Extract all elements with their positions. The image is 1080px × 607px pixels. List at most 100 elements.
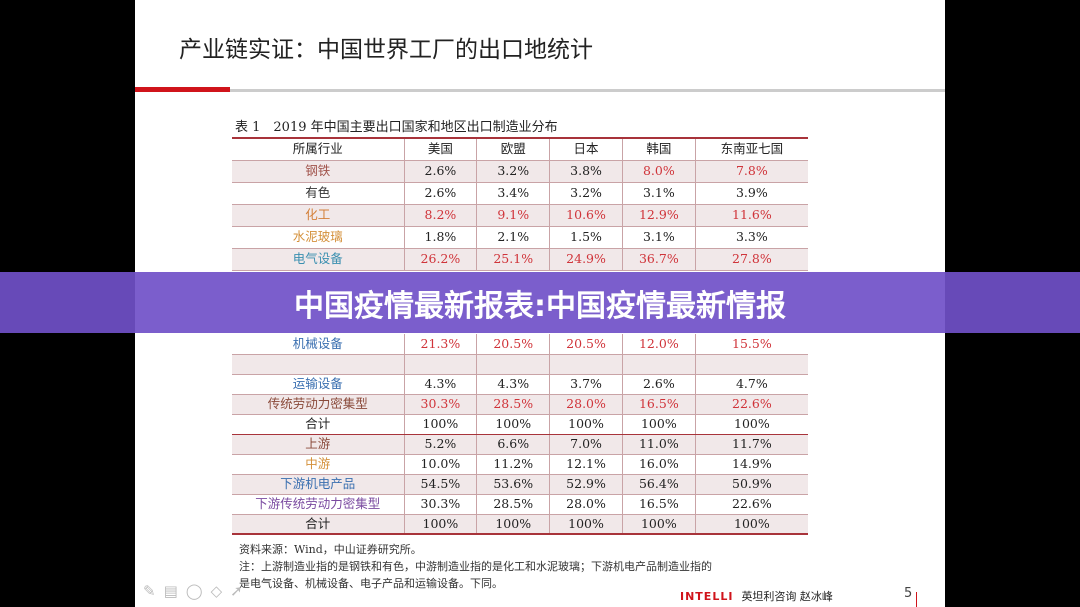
table-cell: 3.8% xyxy=(549,160,623,183)
row-label: 下游传统劳动力密集型 xyxy=(232,494,404,515)
table-cell: 11.7% xyxy=(694,434,808,455)
table-cell: 5.2% xyxy=(403,434,477,455)
row-label xyxy=(232,354,404,375)
table-cell: 3.2% xyxy=(549,182,623,205)
table-cell: 6.6% xyxy=(476,434,550,455)
table-cell: 11.6% xyxy=(694,204,808,227)
notes: 资料来源：Wind，中山证券研究所。 注：上游制造业指的是钢铁和有色，中游制造业… xyxy=(239,541,712,592)
table-cell: 11.0% xyxy=(621,434,696,455)
table-cell: 7.8% xyxy=(694,160,808,183)
table-cell: 12.9% xyxy=(621,204,696,227)
table-cell: 24.9% xyxy=(549,248,623,271)
column-header: 美国 xyxy=(403,138,477,161)
row-label: 化工 xyxy=(232,204,404,227)
table-cell: 26.2% xyxy=(403,248,477,271)
source-note: 资料来源：Wind，中山证券研究所。 xyxy=(239,543,422,556)
row-label: 机械设备 xyxy=(232,334,404,355)
table-cell xyxy=(403,354,477,375)
row-label: 合计 xyxy=(232,414,404,435)
note-line-2: 是电气设备、机械设备、电子产品和运输设备。下同。 xyxy=(239,577,503,590)
table-cell: 53.6% xyxy=(476,474,550,495)
table-cell: 4.7% xyxy=(694,374,808,395)
table-cell: 100% xyxy=(694,514,808,535)
table-cell: 100% xyxy=(476,414,550,435)
title-accent-bar xyxy=(135,87,230,92)
column-header: 欧盟 xyxy=(476,138,550,161)
table-row: 水泥玻璃 1.8% 2.1% 1.5% 3.1% 3.3% xyxy=(232,226,808,249)
table-row: 化工 8.2% 9.1% 10.6% 12.9% 11.6% xyxy=(232,204,808,227)
table-cell: 22.6% xyxy=(694,494,808,515)
eraser-icon[interactable]: ◇ xyxy=(210,582,223,600)
table-cell: 30.3% xyxy=(403,494,477,515)
table-cell: 22.6% xyxy=(694,394,808,415)
table-cell: 28.5% xyxy=(476,394,550,415)
table-row: 下游机电产品 54.5% 53.6% 52.9% 56.4% 50.9% xyxy=(232,474,808,495)
brand-logo: INTELLI xyxy=(680,590,734,603)
table-cell xyxy=(694,354,808,375)
row-label: 合计 xyxy=(232,514,404,535)
column-header: 韩国 xyxy=(621,138,696,161)
note-line-1: 注：上游制造业指的是钢铁和有色，中游制造业指的是化工和水泥玻璃；下游机电产品制造… xyxy=(239,560,712,573)
pointer-icon[interactable]: ➚ xyxy=(230,582,243,600)
table-row xyxy=(232,354,808,375)
brand: INTELLI 英坦利咨询 赵冰峰 xyxy=(680,588,833,604)
table-cell: 100% xyxy=(549,514,623,535)
column-header: 日本 xyxy=(549,138,623,161)
table-row: 机械设备 21.3% 20.5% 20.5% 12.0% 15.5% xyxy=(232,334,808,355)
title-divider xyxy=(230,89,945,92)
table-row: 下游传统劳动力密集型 30.3% 28.5% 28.0% 16.5% 22.6% xyxy=(232,494,808,515)
table-cell: 10.0% xyxy=(403,454,477,475)
table-row: 上游 5.2% 6.6% 7.0% 11.0% 11.7% xyxy=(232,434,808,455)
table-cell: 20.5% xyxy=(549,334,623,355)
table-cell: 8.0% xyxy=(621,160,696,183)
pen-icon[interactable]: ✎ xyxy=(143,582,156,600)
row-label: 上游 xyxy=(232,434,404,455)
table-row: 有色 2.6% 3.4% 3.2% 3.1% 3.9% xyxy=(232,182,808,205)
table-cell: 11.2% xyxy=(476,454,550,475)
table-cell: 100% xyxy=(403,414,477,435)
table-cell: 28.5% xyxy=(476,494,550,515)
row-label: 运输设备 xyxy=(232,374,404,395)
table-cell: 100% xyxy=(621,414,696,435)
table-cell: 100% xyxy=(549,414,623,435)
table-cell xyxy=(621,354,696,375)
page-marker xyxy=(916,592,917,607)
table-cell: 27.8% xyxy=(694,248,808,271)
table-cell: 1.5% xyxy=(549,226,623,249)
row-label: 中游 xyxy=(232,454,404,475)
row-label: 钢铁 xyxy=(232,160,404,183)
table-cell: 3.3% xyxy=(694,226,808,249)
table-cell: 100% xyxy=(621,514,696,535)
table-cell: 54.5% xyxy=(403,474,477,495)
table-row: 电气设备 26.2% 25.1% 24.9% 36.7% 27.8% xyxy=(232,248,808,271)
table-cell: 3.1% xyxy=(621,226,696,249)
table-cell: 20.5% xyxy=(476,334,550,355)
column-header: 东南亚七国 xyxy=(694,138,808,161)
page-number: 5 xyxy=(904,586,913,601)
table-cell: 2.6% xyxy=(403,182,477,205)
table-row: 合计 100% 100% 100% 100% 100% xyxy=(232,514,808,535)
table-cell xyxy=(549,354,623,375)
table-header-row: 所属行业 美国 欧盟 日本 韩国 东南亚七国 xyxy=(232,138,808,161)
table-row: 钢铁 2.6% 3.2% 3.8% 8.0% 7.8% xyxy=(232,160,808,183)
banner-title: 中国疫情最新报表:中国疫情最新情报 xyxy=(294,288,786,324)
column-header: 所属行业 xyxy=(232,138,404,161)
table-cell: 8.2% xyxy=(403,204,477,227)
table-cell: 7.0% xyxy=(549,434,623,455)
table-cell xyxy=(476,354,550,375)
table-cell: 3.2% xyxy=(476,160,550,183)
slides-icon[interactable]: ▤ xyxy=(163,582,178,600)
row-label: 电气设备 xyxy=(232,248,404,271)
table-cell: 1.8% xyxy=(403,226,477,249)
table-cell: 9.1% xyxy=(476,204,550,227)
table-row: 中游 10.0% 11.2% 12.1% 16.0% 14.9% xyxy=(232,454,808,475)
table-cell: 15.5% xyxy=(694,334,808,355)
table-cell: 4.3% xyxy=(403,374,477,395)
export-distribution-table: 所属行业 美国 欧盟 日本 韩国 东南亚七国 钢铁 2.6% 3.2% 3.8% 8.0% 7.8%… xyxy=(232,137,808,535)
table-cell: 4.3% xyxy=(476,374,550,395)
circle-icon[interactable]: ◯ xyxy=(185,582,203,600)
table-cell: 28.0% xyxy=(549,394,623,415)
slide: 产业链实证：中国世界工厂的出口地统计 表 1 2019 年中国主要出口国家和地区… xyxy=(135,0,945,607)
table-cell: 25.1% xyxy=(476,248,550,271)
row-label: 水泥玻璃 xyxy=(232,226,404,249)
